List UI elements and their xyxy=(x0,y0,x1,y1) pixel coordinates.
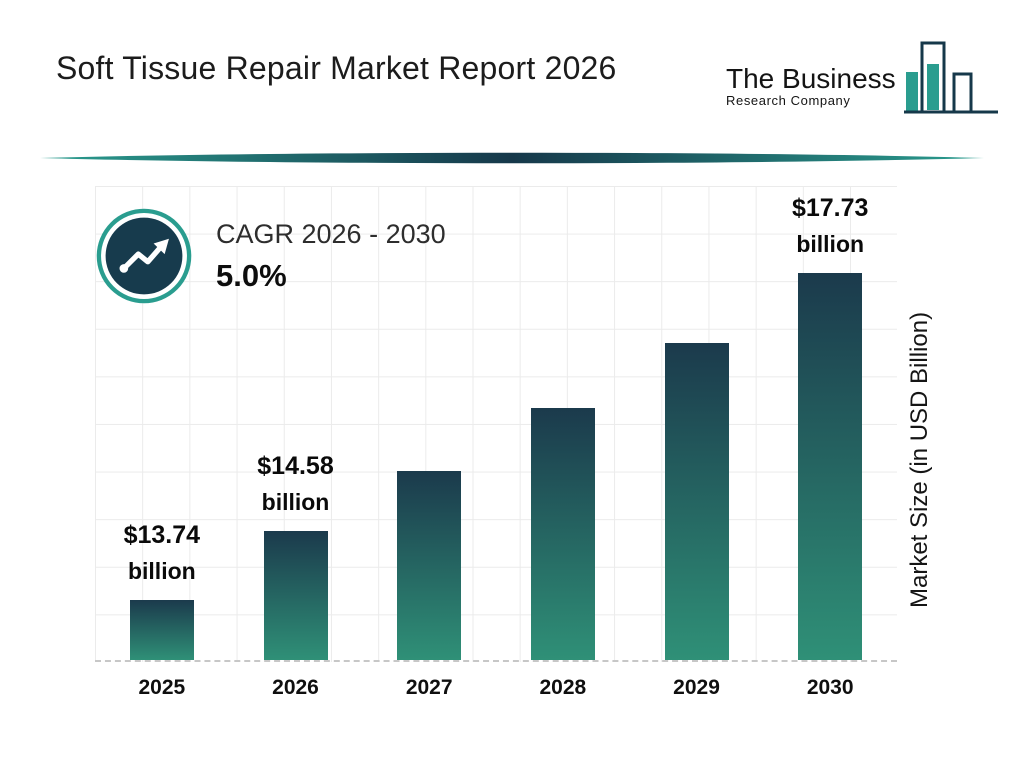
bar-2030 xyxy=(798,273,863,660)
bar-group-2025: $13.74 billion xyxy=(95,186,229,660)
trend-up-icon xyxy=(96,208,192,304)
bar-value-unit: billion xyxy=(261,489,330,516)
logo-bars-icon xyxy=(903,41,998,114)
x-axis: 2025 2026 2027 2028 2029 2030 xyxy=(95,676,897,700)
bar-value-label-2025: $13.74 billion xyxy=(124,516,200,590)
bar-2027 xyxy=(397,471,462,660)
cagr-label: CAGR 2026 - 2030 xyxy=(216,218,446,249)
logo-text: The Business Research Company xyxy=(726,62,896,116)
x-tick-2025: 2025 xyxy=(138,676,186,699)
x-tick-2030: 2030 xyxy=(806,676,854,699)
bar-value-unit: billion xyxy=(796,231,865,258)
logo-text-secondary: Research Company xyxy=(726,93,851,108)
cagr-badge: CAGR 2026 - 2030 5.0% xyxy=(96,208,446,304)
plot-area: $13.74 billion $14.58 billion $17.73 billion xyxy=(95,186,897,662)
bar-value-amount: $17.73 xyxy=(791,193,869,222)
bar-value-label-2030: $17.73 billion xyxy=(792,189,868,263)
x-tick-2027: 2027 xyxy=(405,676,453,699)
cagr-value: 5.0% xyxy=(216,257,287,293)
x-tick-2029: 2029 xyxy=(673,676,720,699)
bar-value-unit: billion xyxy=(127,558,196,585)
logo-text-primary: The Business xyxy=(726,62,896,94)
x-tick-2026: 2026 xyxy=(272,676,319,699)
bar-group-2028 xyxy=(496,186,630,660)
bar-group-2030: $17.73 billion xyxy=(763,186,897,660)
bar-value-label-2026: $14.58 billion xyxy=(257,447,333,521)
divider-line xyxy=(40,152,984,164)
page-title: Soft Tissue Repair Market Report 2026 xyxy=(56,50,617,86)
cagr-text: CAGR 2026 - 2030 5.0% xyxy=(216,219,446,294)
bar-group-2029 xyxy=(630,186,764,660)
bar-2026 xyxy=(263,531,328,660)
bar-2025 xyxy=(129,600,194,660)
company-logo: The Business Research Company xyxy=(726,40,1000,116)
bar-2028 xyxy=(530,408,595,660)
y-axis-label: Market Size (in USD Billion) xyxy=(906,311,933,609)
bar-group-2026: $14.58 billion xyxy=(229,186,363,660)
x-tick-2028: 2028 xyxy=(539,676,587,699)
bar-2029 xyxy=(664,343,729,660)
bar-chart: $13.74 billion $14.58 billion $17.73 billion … xyxy=(95,186,897,700)
bar-value-amount: $14.58 xyxy=(257,451,334,480)
bar-value-amount: $13.74 xyxy=(123,520,201,549)
bar-group-2027 xyxy=(362,186,496,660)
